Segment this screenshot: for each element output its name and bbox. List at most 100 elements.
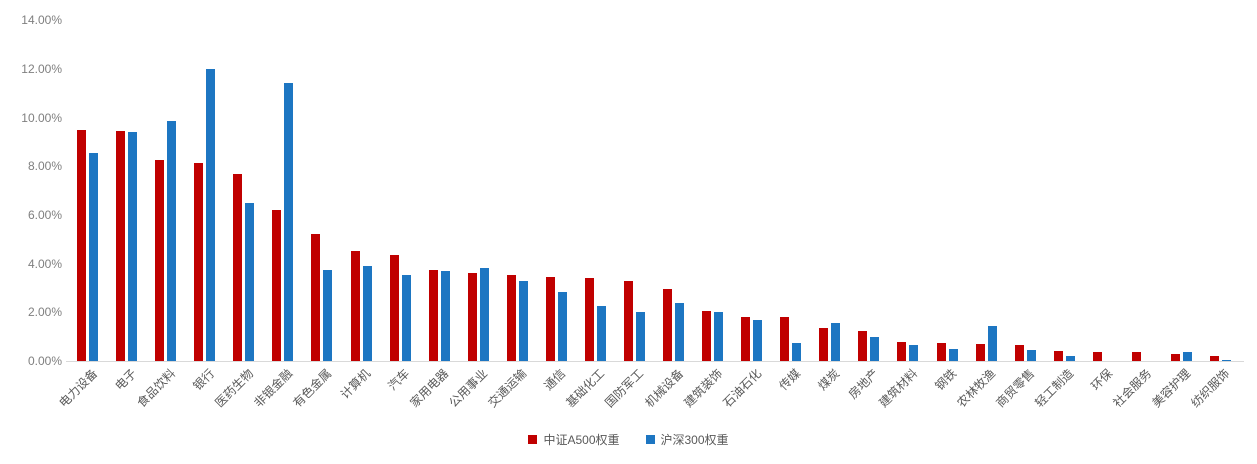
- y-axis-tick-label: 6.00%: [27, 207, 62, 222]
- bar-csi-300: [479, 268, 489, 361]
- x-axis-label: 家用电器: [407, 366, 452, 411]
- legend-item-csi-300: 沪深300权重: [645, 431, 729, 448]
- bar-csi-300: [831, 323, 841, 361]
- bar-csi-a500: [584, 278, 594, 361]
- y-axis-tick-label: 2.00%: [27, 305, 62, 320]
- bar-csi-300: [792, 343, 802, 361]
- bar-csi-300: [635, 312, 645, 361]
- bar-csi-a500: [311, 234, 321, 361]
- bar-csi-300: [518, 281, 528, 361]
- bar-csi-a500: [155, 160, 165, 361]
- bar-csi-a500: [1131, 352, 1141, 361]
- x-axis-label: 商贸零售: [993, 366, 1038, 411]
- x-axis-label: 汽车: [385, 366, 413, 394]
- bar-csi-a500: [780, 317, 790, 361]
- bar-csi-a500: [1053, 351, 1063, 361]
- x-axis-label: 公用事业: [446, 366, 491, 411]
- x-axis-label: 通信: [541, 366, 569, 394]
- bar-csi-300: [714, 312, 724, 361]
- x-axis-label: 社会服务: [1110, 366, 1155, 411]
- bar-csi-a500: [623, 281, 633, 361]
- bar-csi-a500: [506, 275, 516, 361]
- bar-csi-a500: [819, 328, 829, 361]
- x-axis-label: 农林牧渔: [954, 366, 999, 411]
- bar-csi-300: [128, 132, 138, 361]
- bar-csi-300: [440, 271, 450, 361]
- bar-csi-a500: [936, 343, 946, 361]
- bar-csi-a500: [1209, 356, 1219, 361]
- bar-csi-a500: [77, 130, 87, 361]
- bar-csi-300: [362, 266, 372, 361]
- x-axis-label: 建筑材料: [876, 366, 921, 411]
- bar-csi-300: [753, 320, 763, 361]
- legend-item-csi-a500: 中证A500权重: [528, 431, 620, 448]
- bar-csi-300: [596, 306, 606, 361]
- legend-label-csi-a500: 中证A500权重: [543, 433, 620, 447]
- bar-csi-300: [1182, 352, 1192, 361]
- bar-csi-300: [1221, 360, 1231, 361]
- x-axis-label: 医药生物: [212, 366, 257, 411]
- x-axis-label: 环保: [1088, 366, 1116, 394]
- y-axis-tick-label: 8.00%: [27, 159, 62, 174]
- bar-csi-a500: [467, 273, 477, 361]
- bar-csi-a500: [233, 174, 243, 361]
- x-axis-label: 计算机: [337, 366, 374, 402]
- x-axis-label: 交通运输: [485, 366, 530, 411]
- bar-csi-a500: [1014, 345, 1024, 361]
- bar-csi-a500: [428, 270, 438, 361]
- x-axis-label: 食品饮料: [134, 366, 178, 411]
- bar-csi-a500: [272, 210, 282, 361]
- legend-swatch-csi-300: [645, 435, 655, 444]
- x-axis-label: 非银金融: [251, 366, 296, 411]
- legend: 中证A500权重 沪深300权重: [0, 431, 1257, 448]
- x-axis-label: 煤炭: [815, 366, 843, 394]
- x-axis-line: [66, 361, 1244, 362]
- bar-csi-a500: [858, 331, 868, 361]
- bar-csi-300: [167, 121, 177, 361]
- y-axis-tick-label: 0.00%: [27, 354, 62, 368]
- x-axis-label: 机械设备: [641, 366, 686, 411]
- y-axis-tick-label: 10.00%: [21, 110, 62, 125]
- bar-csi-300: [89, 153, 99, 361]
- x-axis-label: 传媒: [776, 366, 803, 394]
- bar-csi-300: [1026, 350, 1036, 361]
- x-axis-label: 国防军工: [602, 366, 647, 411]
- bar-csi-a500: [350, 251, 360, 361]
- bar-csi-300: [284, 83, 294, 361]
- x-axis-label: 建筑装饰: [680, 366, 725, 411]
- x-axis-label: 房地产: [845, 366, 882, 402]
- bar-csi-a500: [389, 255, 399, 361]
- x-axis-label: 基础化工: [563, 366, 608, 411]
- y-axis-tick-label: 12.00%: [21, 61, 62, 76]
- bar-csi-300: [909, 345, 919, 361]
- x-axis-label: 有色金属: [290, 366, 335, 411]
- bar-csi-300: [987, 326, 997, 361]
- bar-csi-300: [206, 69, 216, 361]
- y-axis-tick-label: 4.00%: [27, 256, 62, 271]
- bar-csi-300: [323, 270, 333, 361]
- x-axis-label: 钢铁: [932, 366, 960, 394]
- bar-csi-a500: [545, 277, 555, 361]
- bar-csi-a500: [897, 342, 907, 361]
- bar-csi-300: [1065, 356, 1075, 361]
- bar-csi-300: [948, 349, 958, 361]
- bar-csi-a500: [741, 317, 751, 361]
- bar-csi-a500: [194, 163, 204, 361]
- legend-label-csi-300: 沪深300权重: [660, 433, 729, 447]
- bar-csi-300: [675, 303, 685, 361]
- bar-csi-a500: [663, 289, 673, 361]
- bar-csi-a500: [702, 311, 712, 361]
- x-axis-label: 石油石化: [720, 366, 764, 411]
- bar-csi-300: [245, 203, 255, 361]
- legend-swatch-csi-a500: [528, 435, 538, 444]
- x-axis-label: 银行: [190, 366, 217, 394]
- x-axis-label: 电力设备: [55, 366, 100, 411]
- bar-csi-a500: [116, 131, 126, 361]
- bar-csi-300: [557, 292, 567, 361]
- x-axis-label: 美容护理: [1149, 366, 1194, 411]
- bar-csi-300: [870, 337, 880, 361]
- y-axis-tick-label: 14.00%: [21, 13, 62, 28]
- bar-csi-300: [401, 275, 411, 361]
- x-axis-label: 电子: [111, 366, 139, 394]
